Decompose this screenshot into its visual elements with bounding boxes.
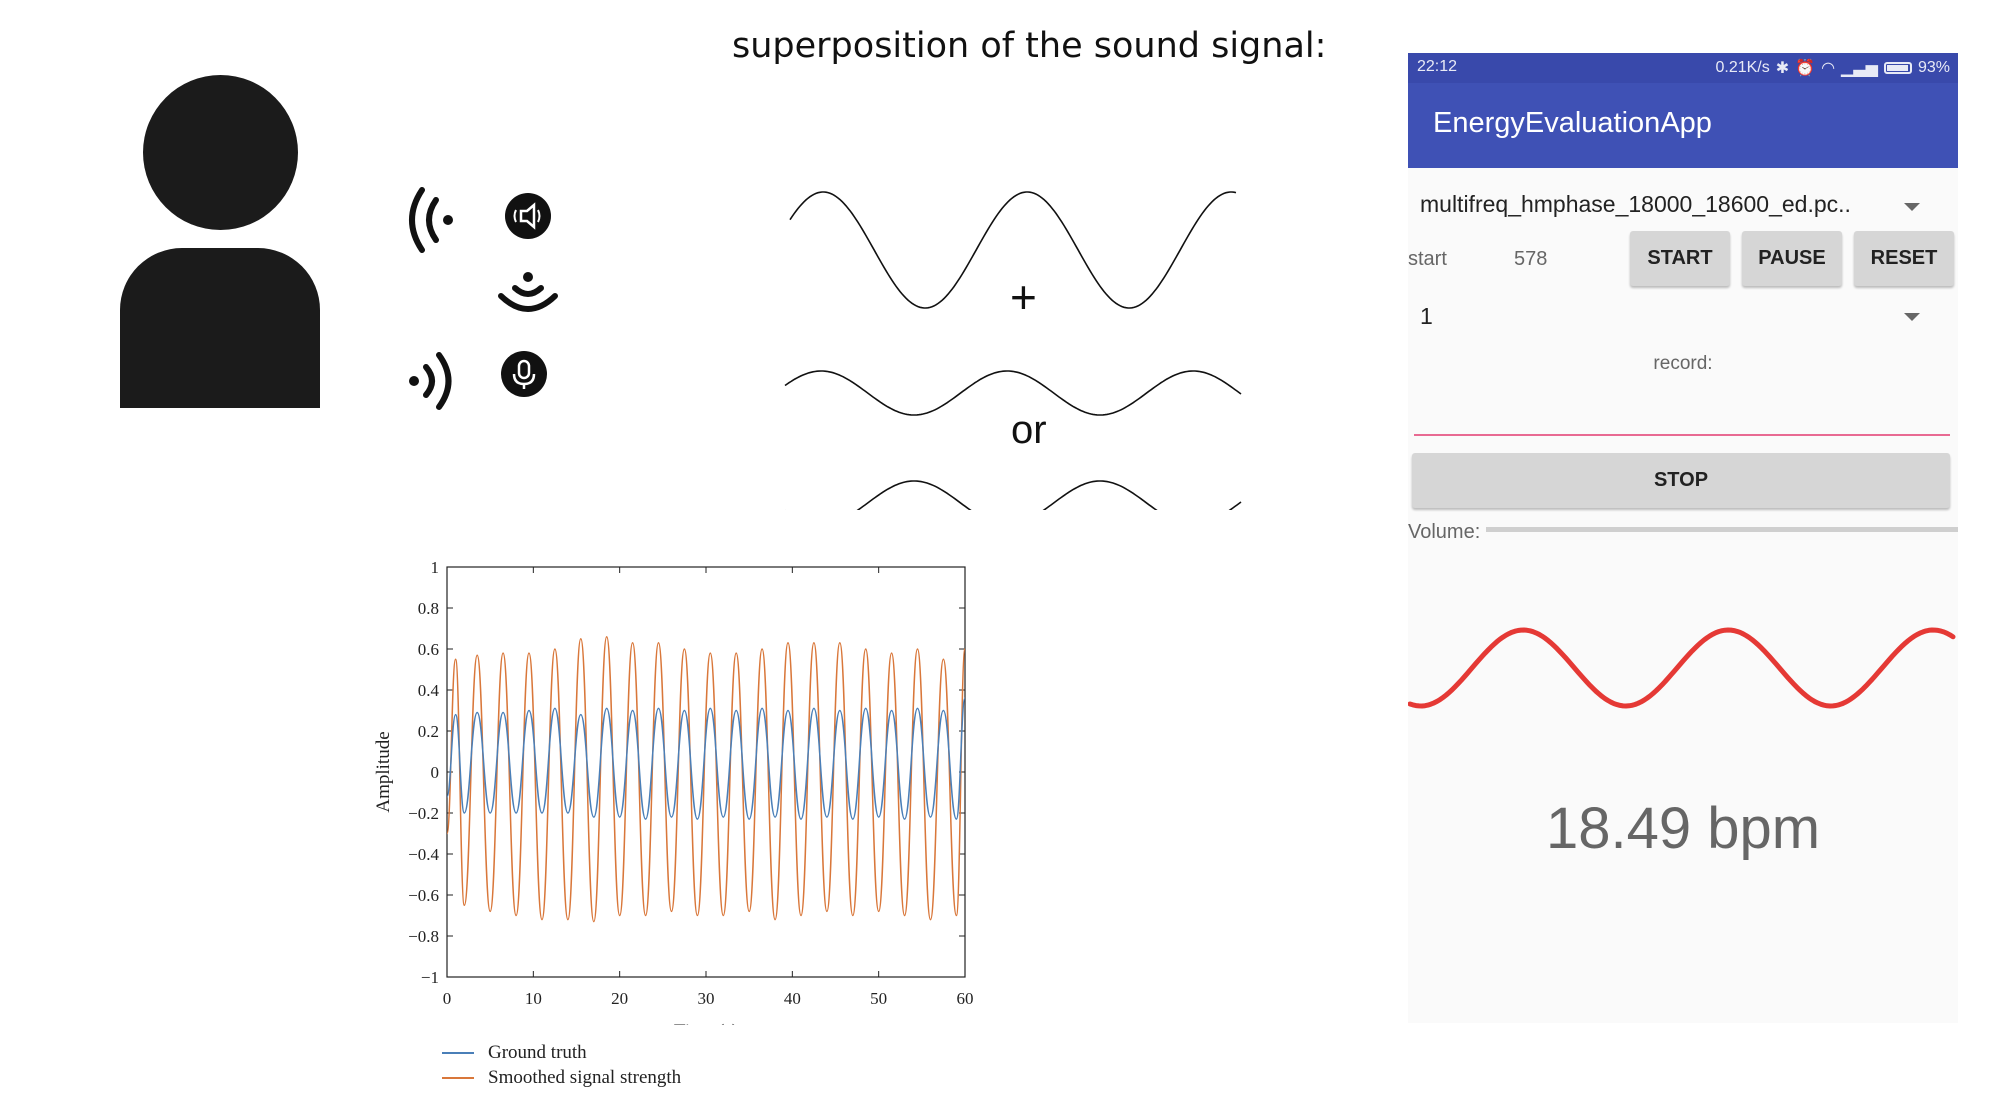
series-line-smoothed-signal [446, 635, 966, 923]
volume-label: Volume: [1408, 521, 1481, 543]
amplitude-chart: 10.80.60.40.20−0.2−0.4−0.6−0.8−10 10 20 30 4… [373, 558, 974, 1025]
y-tick-label: −1 [421, 968, 439, 987]
reset-button[interactable]: RESET [1854, 231, 1954, 286]
mode-spinner[interactable]: 1 [1408, 293, 1958, 343]
network-speed: 0.21K/s [1715, 59, 1770, 76]
speaker-icon [505, 193, 551, 239]
x-axis-label: Time (s) [674, 1021, 738, 1025]
y-tick-label: 0.4 [418, 681, 440, 700]
battery-icon [1883, 62, 1912, 74]
legend-label-smoothed: Smoothed signal strength [488, 1066, 682, 1088]
y-tick-label: −0.8 [408, 927, 439, 946]
x-tick-label: 10 [525, 989, 542, 1008]
y-tick-label: −0.2 [408, 804, 439, 823]
stop-button[interactable]: STOP [1412, 453, 1950, 508]
diagram-title: superposition of the sound signal: [732, 26, 1327, 66]
x-tick-label: 50 [870, 989, 887, 1008]
y-tick-label: −0.6 [408, 886, 439, 905]
breathing-waveform [1408, 627, 1956, 709]
legend-item-smoothed: Smoothed signal strength [442, 1065, 681, 1090]
plot-frame [446, 566, 966, 978]
bpm-readout: 18.49 bpm [1545, 796, 1821, 861]
y-axis-label: Amplitude [373, 731, 394, 812]
person-body [120, 248, 320, 408]
plus-operator: + [1010, 271, 1037, 323]
bluetooth-icon: ✱ [1775, 60, 1790, 77]
status-indicators: 0.21K/s ✱ ⏰ ◠ ▁▃▅ 93% [1715, 58, 1950, 78]
or-operator: or [1011, 408, 1047, 452]
legend-label-ground-truth: Ground truth [488, 1041, 587, 1063]
y-tick-label: −0.4 [408, 845, 439, 864]
y-tick-label: 1 [431, 558, 440, 577]
file-spinner[interactable]: multifreq_hmphase_18000_18600_ed.pc.. [1408, 173, 1958, 233]
y-tick-label: 0.6 [418, 640, 439, 659]
record-input-underline [1414, 434, 1950, 436]
legend-swatch-ground-truth [442, 1051, 474, 1054]
signal-arc-icon [498, 272, 558, 312]
x-tick-label: 60 [957, 989, 974, 1008]
app-bar: EnergyEvaluationApp [1408, 83, 1958, 168]
status-time: 22:12 [1417, 58, 1458, 75]
mode-spinner-value: 1 [1420, 303, 1433, 329]
breathing-waveform-line [1408, 627, 1956, 709]
record-label: record: [1653, 353, 1713, 374]
start-label: start [1408, 248, 1447, 270]
series-line-ground-truth [446, 697, 966, 820]
app-title: EnergyEvaluationApp [1433, 107, 1712, 139]
x-tick-label: 40 [784, 989, 801, 1008]
start-value: 578 [1514, 248, 1548, 270]
y-tick-label: 0.2 [418, 722, 439, 741]
x-tick-label: 30 [698, 989, 715, 1008]
microphone-icon [501, 351, 547, 397]
carrier-wave [789, 191, 1237, 309]
person-head [143, 75, 298, 230]
person-silhouette [120, 70, 330, 415]
battery-level: 93% [1917, 59, 1950, 76]
signal-icon: ▁▃▅ [1841, 60, 1878, 77]
sound-waves-right-icon [409, 352, 452, 410]
legend-swatch-smoothed [442, 1076, 474, 1079]
dropdown-arrow-icon [1904, 203, 1920, 211]
alarm-icon: ⏰ [1795, 60, 1816, 77]
y-tick-label: 0.8 [418, 599, 439, 618]
start-button[interactable]: START [1630, 231, 1730, 286]
wifi-icon: ◠ [1821, 60, 1836, 77]
x-tick-label: 0 [443, 989, 452, 1008]
chart-legend: Ground truth Smoothed signal strength [442, 1040, 681, 1090]
sound-waves-left-icon [409, 187, 453, 253]
y-tick-label: 0 [431, 763, 440, 782]
legend-item-ground-truth: Ground truth [442, 1040, 681, 1065]
reflected-wave-in-phase [784, 370, 1242, 416]
pause-button[interactable]: PAUSE [1742, 231, 1842, 286]
superposition-waves [784, 191, 1242, 510]
x-tick-label: 20 [611, 989, 628, 1008]
status-bar: 22:12 0.21K/s ✱ ⏰ ◠ ▁▃▅ 93% [1408, 53, 1958, 83]
reflected-wave-out-of-phase [785, 480, 1242, 510]
record-input[interactable] [1414, 388, 1950, 436]
file-spinner-value: multifreq_hmphase_18000_18600_ed.pc.. [1420, 191, 1851, 217]
dropdown-arrow-icon [1904, 313, 1920, 321]
phone-screen: 22:12 0.21K/s ✱ ⏰ ◠ ▁▃▅ 93% EnergyEvalua… [1408, 53, 1958, 1023]
volume-bar [1486, 527, 1958, 532]
